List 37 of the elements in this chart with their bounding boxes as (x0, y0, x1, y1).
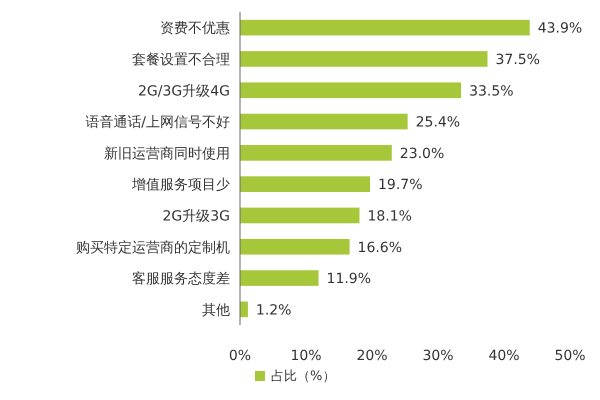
bar (240, 302, 248, 318)
data-label: 25.4% (416, 114, 460, 131)
x-tick-label: 0% (228, 348, 252, 364)
y-tick-label: 其他 (202, 302, 230, 318)
y-tick-label: 增值服务项目少 (131, 177, 230, 194)
data-label: 18.1% (367, 208, 412, 224)
data-label: 11.9% (326, 271, 372, 288)
bar (240, 20, 530, 36)
y-tick-label: 套餐设置不合理 (132, 52, 230, 68)
y-tick-label: 2G升级3G (162, 208, 230, 224)
y-tick-label: 新旧运营商同时使用 (104, 146, 230, 162)
bar (240, 176, 370, 192)
y-tick-label: 语音通话/上网信号不好 (85, 114, 230, 131)
x-tick-label: 20% (356, 348, 388, 364)
data-label: 33.5% (469, 83, 514, 100)
x-tick-label: 50% (554, 348, 586, 364)
bar (240, 145, 392, 161)
y-tick-label: 资费不优惠 (160, 20, 230, 37)
data-label: 16.6% (358, 240, 402, 256)
x-tick-label: 10% (290, 348, 322, 364)
legend-label: 占比（%） (271, 369, 336, 384)
y-tick-label: 2G/3G升级4G (138, 83, 230, 100)
data-label: 19.7% (378, 177, 423, 194)
data-label: 37.5% (496, 52, 540, 68)
bar (240, 82, 462, 98)
y-tick-label: 客服服务态度差 (132, 271, 230, 288)
bar (240, 51, 488, 67)
bar (240, 114, 408, 130)
data-label: 43.9% (538, 20, 582, 37)
y-tick-label: 购买特定运营商的定制机 (76, 240, 230, 256)
x-tick-label: 30% (422, 348, 454, 364)
bar (240, 238, 350, 255)
data-label: 23.0% (400, 146, 444, 162)
data-label: 1.2% (256, 302, 292, 318)
bar (240, 270, 319, 286)
bar (240, 208, 360, 224)
x-tick-label: 40% (488, 348, 520, 364)
